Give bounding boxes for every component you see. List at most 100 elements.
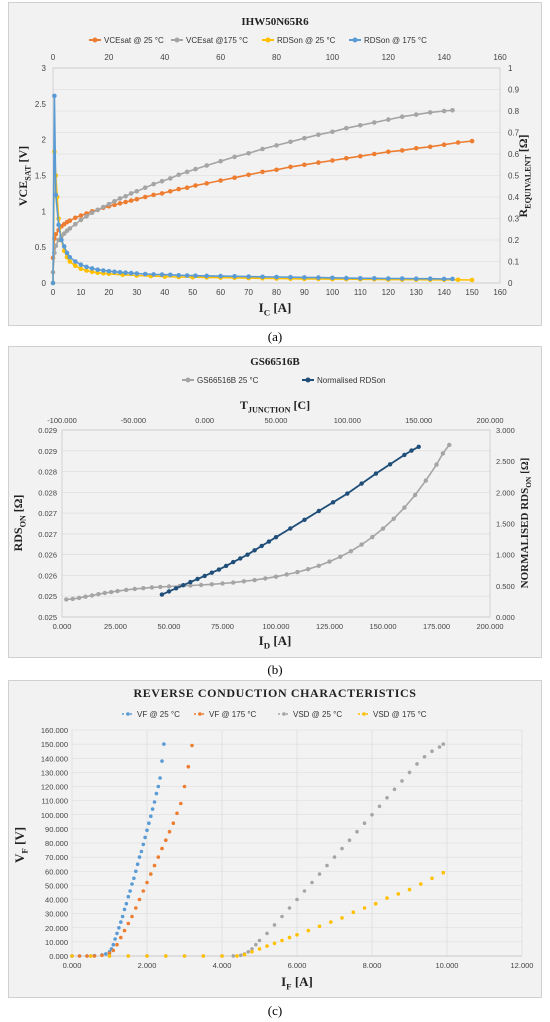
series-a-3-point (59, 237, 64, 243)
x-tick-a: 130 (410, 288, 424, 297)
y-tick-b: 0.027 (38, 509, 57, 518)
series-a-2-point (73, 263, 78, 269)
series-c-2-point (239, 953, 243, 958)
series-c-3-point (272, 941, 277, 946)
y-tick-a: 1.5 (35, 172, 47, 181)
series-a-0-point (330, 158, 335, 163)
series-c-2-point (370, 813, 374, 817)
series-c-0-point (137, 855, 142, 859)
series-a-0-point (386, 149, 391, 155)
series-c-0-point (111, 942, 116, 947)
y-tick-c: 120.000 (41, 783, 68, 792)
series-b-0-point (440, 451, 446, 456)
y2-tick-a: 0 (508, 279, 513, 288)
series-c-1-point (126, 921, 131, 926)
series-c-0-point (126, 894, 131, 899)
y2-tick-b: 0.500 (496, 582, 515, 591)
series-a-3-point (450, 276, 455, 282)
series-c-2-point (302, 889, 307, 893)
x-tick-c: 2.000 (138, 961, 157, 970)
series-b-1-point (188, 579, 193, 585)
series-c-3-point (295, 933, 299, 937)
series-b-0-point (370, 534, 375, 540)
x2-tick-b: -100.000 (47, 416, 77, 425)
series-c-1-point (190, 743, 194, 748)
series-b-0-point (295, 569, 300, 575)
series-c-3-point (89, 954, 93, 958)
series-c-0-point (160, 759, 164, 763)
x2-tick-a: 0 (51, 53, 56, 62)
series-a-3-point (176, 273, 181, 278)
series-a-3-point (84, 264, 89, 270)
series-b-1-line (161, 446, 420, 596)
x-tick-b: 0.000 (53, 622, 72, 631)
series-a-0-point (184, 185, 190, 190)
series-b-1-point (330, 500, 336, 505)
series-c-0-point (139, 849, 144, 854)
y-axis-title-a: VCESAT [V] (16, 146, 32, 206)
x-axis-title-b: ID [A] (259, 633, 292, 651)
y-tick-a: 0.5 (35, 243, 47, 252)
series-c-1-point (85, 954, 89, 958)
series-c-3-point (306, 928, 311, 933)
x2-tick-a: 20 (104, 53, 113, 62)
y-axis-title-b: RDSON [Ω] (11, 495, 27, 552)
legend-a-label: VCEsat @175 °C (186, 36, 248, 45)
series-c-1-point (175, 811, 179, 816)
series-c-1-point (115, 942, 119, 947)
series-a-3-point (399, 276, 405, 281)
x2-tick-b: 100.000 (334, 416, 361, 425)
series-b-1-point (288, 526, 293, 531)
series-c-2-point (392, 787, 397, 792)
series-a-3-point (123, 270, 128, 276)
series-a-0-point (134, 196, 140, 202)
x2-tick-b: 0.000 (195, 416, 214, 425)
legend-c-label: VSD @ 25 °C (293, 710, 342, 719)
legend-c-marker (362, 712, 366, 716)
series-a-1-point (204, 163, 209, 168)
series-c-2-point (437, 745, 442, 749)
y-tick-b: 0.025 (38, 592, 57, 601)
x-tick-c: 12.000 (511, 961, 534, 970)
y2-tick-b: 3.000 (496, 426, 515, 435)
chart-c-title: REVERSE CONDUCTION CHARACTERISTICS (133, 686, 416, 700)
series-c-2-point (422, 755, 427, 759)
y-tick-b: 0.028 (38, 488, 57, 497)
series-a-3-line (52, 95, 453, 284)
series-a-1-point (386, 117, 391, 122)
series-a-3-point (134, 271, 140, 276)
x-tick-c: 8.000 (363, 961, 382, 970)
x-tick-a: 80 (272, 288, 281, 297)
series-c-0-point (147, 821, 151, 825)
series-b-1-point (173, 586, 179, 591)
series-a-1-point (61, 231, 67, 236)
series-b-0-point (273, 574, 279, 579)
series-c-3-point (164, 954, 168, 958)
series-a-0-point (246, 172, 251, 178)
series-a-3-point (89, 266, 95, 271)
series-b-1-point (316, 508, 321, 514)
series-b-0-point (198, 582, 204, 588)
series-b-0-point (83, 594, 88, 599)
series-c-1-point (111, 948, 116, 953)
series-a-3-point (168, 272, 173, 278)
series-b-1-point (273, 535, 279, 540)
series-a-3-point (232, 274, 237, 279)
y-tick-a: 3 (42, 64, 47, 73)
series-a-3-point (159, 272, 165, 277)
series-a-3-point (288, 274, 293, 280)
series-a-0-point (123, 199, 128, 205)
series-a-3-point (260, 274, 265, 280)
series-b-0-point (391, 516, 396, 521)
series-a-2-point (469, 277, 475, 283)
series-a-0-point (218, 178, 223, 183)
series-a-0-point (288, 164, 293, 170)
series-a-3-point (101, 268, 106, 273)
series-b-0-point (209, 582, 214, 587)
series-b-0-point (348, 549, 354, 554)
series-b-0-point (115, 588, 120, 594)
y-tick-a: 1 (42, 207, 47, 216)
series-a-2-point (67, 259, 73, 264)
series-c-2-point (257, 938, 262, 943)
legend-a-marker (265, 37, 271, 43)
